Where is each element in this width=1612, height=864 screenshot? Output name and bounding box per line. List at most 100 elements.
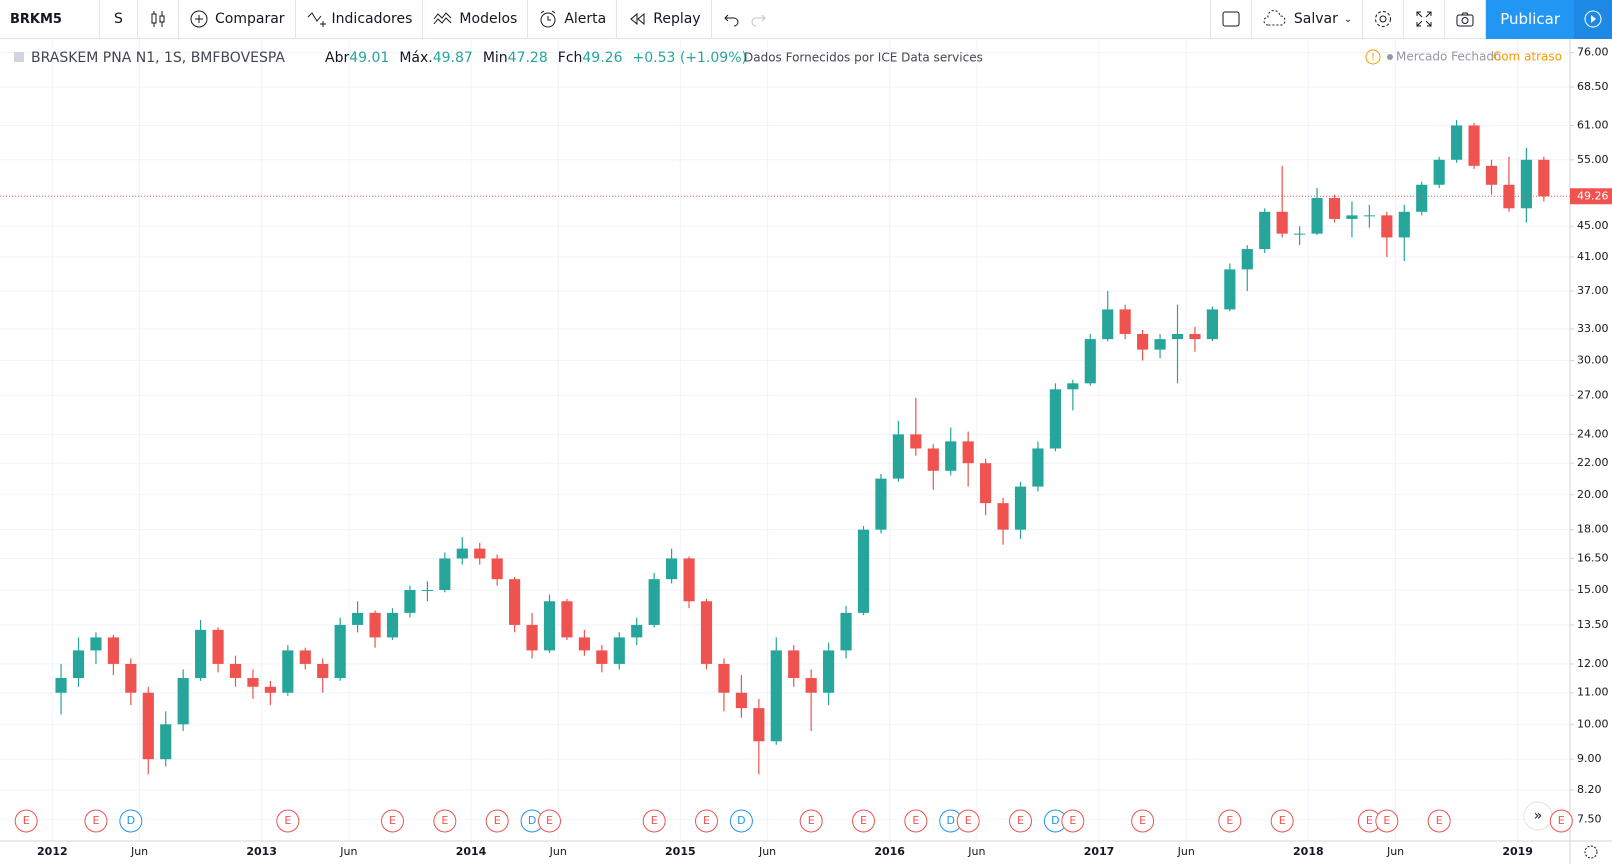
interval[interactable]: S xyxy=(100,0,138,39)
undo-redo[interactable] xyxy=(712,0,778,39)
fullscreen-button[interactable] xyxy=(1404,0,1446,39)
legend-high: 49.87 xyxy=(433,50,473,66)
candle-body xyxy=(1206,309,1218,340)
y-tick-label: 7.50 xyxy=(1577,813,1602,826)
event-label: E xyxy=(1383,814,1390,827)
y-tick-label: 9.00 xyxy=(1577,752,1602,765)
event-label: E xyxy=(1069,814,1076,827)
toolbar: BRKM5 S Comparar Indicadores Modelos Ale… xyxy=(0,0,1612,39)
event-marker xyxy=(538,809,561,833)
candle-body xyxy=(631,624,643,638)
event-label: E xyxy=(808,814,815,827)
y-tick-label: 41.00 xyxy=(1577,250,1609,263)
event-marker xyxy=(1009,809,1032,833)
chart-style[interactable] xyxy=(138,0,179,39)
replay-button[interactable]: Replay xyxy=(617,0,712,39)
play-button[interactable] xyxy=(1574,0,1612,39)
settings-button[interactable] xyxy=(1363,0,1405,39)
event-label: D xyxy=(528,814,536,827)
legend-open: 49.01 xyxy=(349,50,389,66)
x-tick-label: 2013 xyxy=(246,845,277,858)
event-label: E xyxy=(1226,814,1233,827)
candle-body xyxy=(1294,233,1306,235)
legend-close: 49.26 xyxy=(582,50,622,66)
event-marker xyxy=(119,809,143,833)
legend-close-label: Fch xyxy=(558,50,583,66)
undo-icon[interactable] xyxy=(722,9,742,29)
data-source: Dados Fornecidos por ICE Data services xyxy=(744,51,983,65)
publish-button[interactable]: Publicar xyxy=(1486,0,1574,39)
event-label: E xyxy=(860,814,867,827)
compare-button[interactable]: Comparar xyxy=(179,0,296,39)
candle-body xyxy=(1381,215,1393,238)
event-marker xyxy=(433,809,457,833)
event-marker xyxy=(1218,809,1242,833)
scroll-button[interactable]: » xyxy=(1523,801,1553,831)
event-label: E xyxy=(546,814,553,827)
redo-icon[interactable] xyxy=(748,9,768,29)
event-marker xyxy=(14,809,38,833)
chart: BRASKEM PNA N1, 1S, BMFBOVESPA Abr 49.01 M… xyxy=(0,39,1612,864)
instrument-name: BRASKEM PNA N1, 1S, BMFBOVESPA xyxy=(31,50,285,66)
label: Comparar xyxy=(215,11,285,27)
template-icon xyxy=(434,12,452,25)
x-tick-label: Jun xyxy=(758,845,776,858)
candle-body xyxy=(509,579,521,625)
symbol[interactable]: BRKM5 xyxy=(0,0,100,39)
save-button[interactable]: Salvar ⌄ xyxy=(1252,0,1364,39)
templates-button[interactable]: Modelos xyxy=(423,0,529,39)
y-tick-label: 8.20 xyxy=(1577,783,1602,796)
event-label: E xyxy=(1017,814,1024,827)
candle-body xyxy=(264,686,276,693)
cloud-icon xyxy=(1263,10,1286,26)
indicator-icon xyxy=(307,12,326,27)
candle-body xyxy=(1049,389,1061,449)
y-tick-label: 33.00 xyxy=(1577,322,1609,335)
candle-body xyxy=(160,724,172,760)
candle-body xyxy=(1259,211,1271,250)
event-marker xyxy=(729,809,753,833)
candle-body xyxy=(753,708,765,742)
label: Indicadores xyxy=(331,11,413,27)
event-label: D xyxy=(127,814,135,827)
event-marker xyxy=(1375,809,1399,833)
y-tick-label: 76.00 xyxy=(1577,46,1609,59)
replay-icon xyxy=(630,12,645,26)
event-marker xyxy=(1061,809,1085,833)
snapshot-button[interactable] xyxy=(1445,0,1487,39)
candle-body xyxy=(1171,333,1184,340)
candle-body xyxy=(195,629,207,679)
candle-body xyxy=(700,601,713,664)
candle-body xyxy=(1346,215,1358,219)
layout-button[interactable] xyxy=(1209,0,1252,39)
event-label: E xyxy=(651,814,658,827)
y-tick-label: 24.00 xyxy=(1577,427,1609,440)
candle-body xyxy=(526,624,538,651)
status-dot xyxy=(1387,54,1393,60)
candle-body xyxy=(613,637,625,664)
y-tick-label: 11.00 xyxy=(1577,686,1609,699)
axis-settings[interactable] xyxy=(1584,845,1598,859)
warning-icon xyxy=(1365,49,1381,65)
event-label: E xyxy=(441,814,448,827)
candle-body xyxy=(1276,211,1288,234)
indicators-button[interactable]: Indicadores xyxy=(296,0,424,39)
event-marker xyxy=(485,809,509,833)
candle-body xyxy=(1416,184,1428,212)
candle-body xyxy=(945,441,957,471)
last-price-box xyxy=(1570,188,1612,205)
event-label: E xyxy=(1366,814,1373,827)
candle-body xyxy=(788,650,800,679)
y-tick-label: 22.00 xyxy=(1577,456,1609,469)
candle-body xyxy=(596,650,608,664)
candle-body xyxy=(910,434,922,449)
last-price-label: 49.26 xyxy=(1577,189,1609,202)
candle-body xyxy=(962,441,974,464)
candle-body xyxy=(683,558,695,602)
alert-button[interactable]: Alerta xyxy=(528,0,618,39)
candle-body xyxy=(404,590,416,613)
candle-body xyxy=(491,558,503,580)
candle-body xyxy=(578,637,590,651)
candle-body xyxy=(177,678,189,725)
